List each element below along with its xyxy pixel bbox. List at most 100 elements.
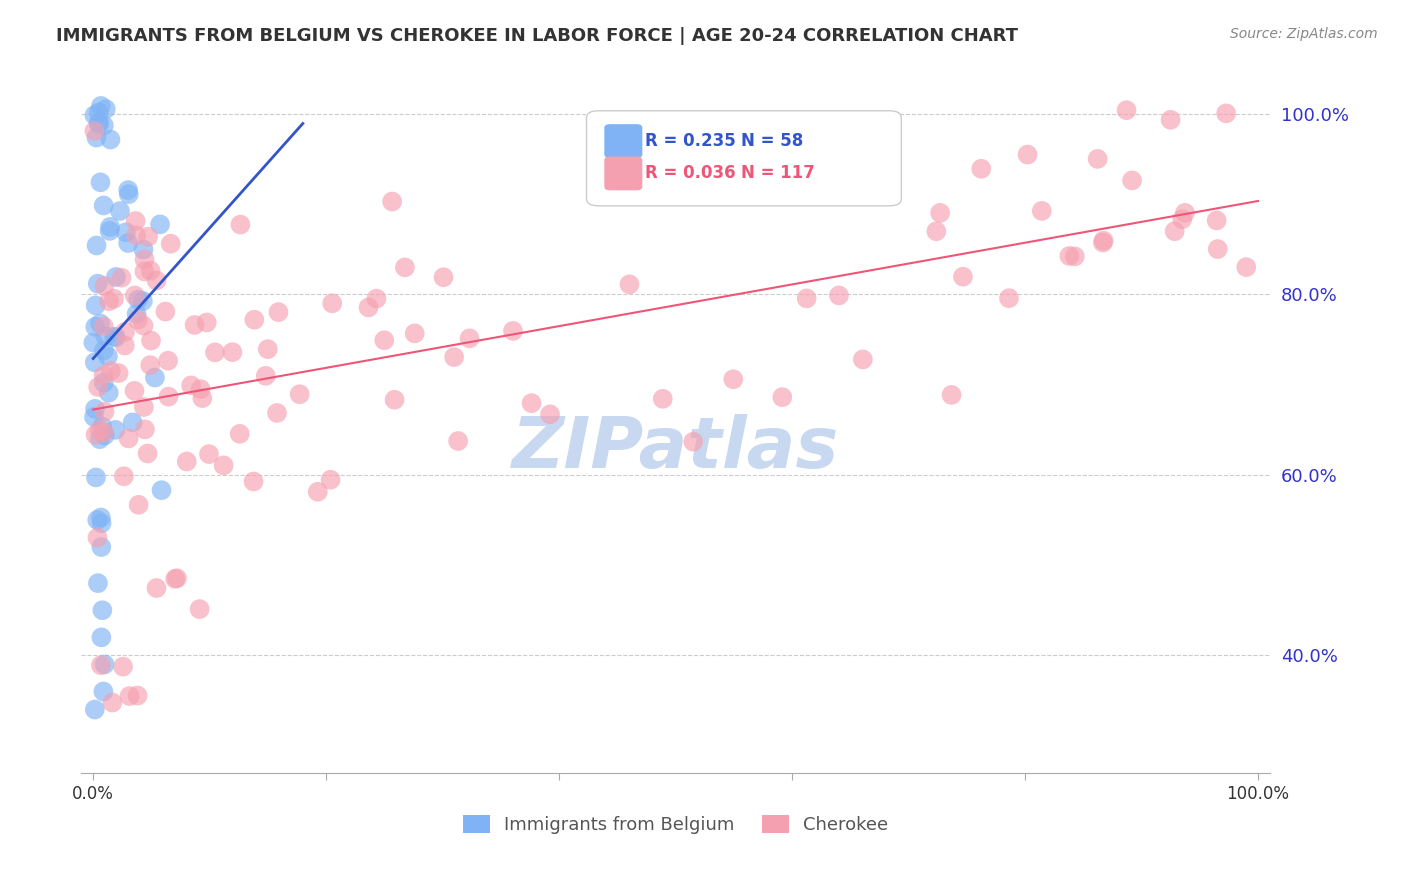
Point (952, 269, 974, 284)
Point (104, 330, 127, 344)
Point (93, 368, 115, 383)
Point (93, 278, 115, 293)
Point (1215, 106, 1237, 120)
Point (118, 187, 141, 202)
Text: N = 58: N = 58 (741, 132, 803, 150)
Point (108, 204, 131, 219)
Point (770, 390, 793, 404)
Point (112, 659, 135, 673)
FancyBboxPatch shape (586, 111, 901, 206)
Point (139, 264, 162, 278)
Point (87, 277, 110, 291)
Point (1205, 213, 1227, 227)
Point (212, 458, 235, 473)
Point (86, 238, 108, 252)
Point (1031, 203, 1053, 218)
Point (94, 102, 117, 116)
Point (127, 293, 149, 307)
Point (145, 581, 167, 595)
Point (1092, 234, 1115, 248)
Point (84, 470, 107, 484)
Point (83, 702, 105, 716)
Point (242, 475, 264, 489)
Point (319, 473, 342, 487)
Point (432, 270, 454, 285)
Point (125, 228, 148, 243)
Point (89, 423, 111, 437)
Point (929, 206, 952, 220)
Point (165, 572, 187, 586)
FancyBboxPatch shape (605, 124, 643, 158)
Point (1091, 235, 1114, 250)
Point (796, 292, 818, 306)
Point (443, 350, 465, 364)
Point (103, 292, 125, 306)
Point (89, 317, 111, 331)
Point (117, 431, 139, 445)
Point (145, 273, 167, 287)
Text: ZIPatlas: ZIPatlas (512, 414, 839, 483)
Point (87, 116, 110, 130)
Point (228, 426, 250, 441)
Point (91, 603, 114, 617)
Point (86, 130, 108, 145)
Point (98, 219, 121, 234)
Point (89, 432, 111, 446)
Point (447, 434, 470, 448)
Point (98, 224, 121, 238)
Point (1171, 212, 1194, 227)
Point (107, 366, 129, 380)
Point (110, 270, 132, 285)
Point (101, 696, 124, 710)
Point (619, 277, 641, 292)
Point (373, 333, 395, 347)
Point (117, 183, 139, 197)
Point (118, 689, 141, 703)
Point (93, 343, 115, 358)
Point (83, 108, 105, 122)
Point (128, 498, 150, 512)
Point (828, 288, 851, 302)
Point (1174, 206, 1197, 220)
Point (1063, 249, 1085, 263)
Text: Source: ZipAtlas.com: Source: ZipAtlas.com (1230, 27, 1378, 41)
Point (150, 483, 173, 498)
Point (1115, 103, 1137, 118)
Point (84, 298, 107, 312)
Point (114, 325, 136, 339)
Point (93, 405, 115, 419)
Point (852, 352, 875, 367)
Point (149, 218, 172, 232)
Point (243, 312, 266, 326)
Point (520, 396, 543, 410)
Point (157, 390, 180, 404)
Point (458, 331, 481, 345)
Point (538, 408, 561, 422)
Point (321, 296, 343, 310)
Point (143, 370, 166, 384)
Point (132, 293, 155, 308)
Point (94, 329, 117, 343)
Point (1017, 147, 1039, 161)
Point (941, 388, 963, 402)
Point (90, 658, 112, 673)
Point (84, 319, 107, 334)
Point (254, 368, 277, 383)
Point (139, 358, 162, 372)
Point (779, 157, 801, 171)
Point (132, 400, 155, 414)
Point (166, 571, 188, 585)
Point (114, 338, 136, 352)
Point (404, 326, 426, 341)
Point (188, 602, 211, 616)
Text: R = 0.235: R = 0.235 (645, 132, 735, 150)
Point (117, 235, 139, 250)
Point (970, 161, 993, 176)
Point (155, 304, 177, 318)
Point (198, 447, 221, 461)
Point (183, 318, 205, 332)
Point (229, 218, 252, 232)
Point (93, 119, 115, 133)
Point (366, 292, 388, 306)
Point (157, 353, 180, 368)
